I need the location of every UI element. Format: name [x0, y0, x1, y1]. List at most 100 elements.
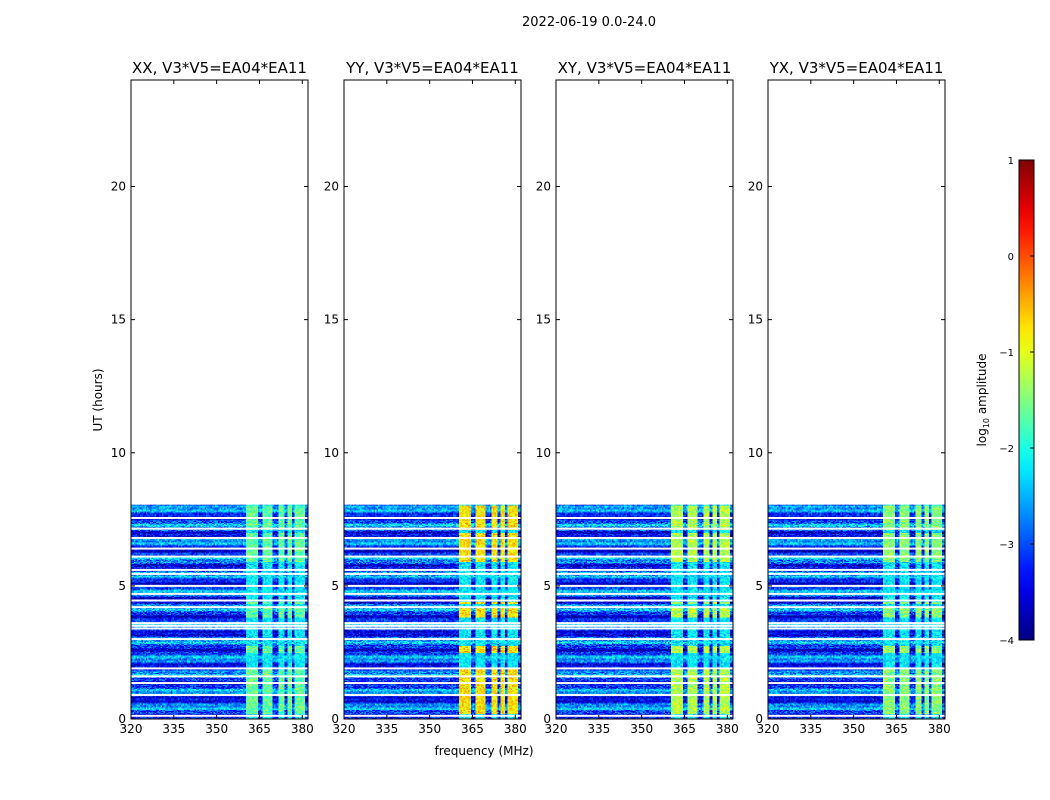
panel-0: XX, V3*V5=EA04*EA11 320 335 350 365 380 0 5 10 15…: [111, 59, 314, 736]
x-tick-label: 320: [333, 722, 356, 736]
flagged-gap: [131, 667, 308, 670]
axes-frame: [555, 79, 734, 720]
flagged-gap: [556, 624, 733, 627]
panel-title: YX, V3*V5=EA04*EA11: [769, 59, 944, 77]
flagged-gap: [768, 624, 945, 627]
flagged-gap: [131, 527, 308, 530]
waterfall-heatmap: [344, 504, 521, 719]
waterfall-heatmap: [556, 504, 733, 719]
x-tick-label: 335: [587, 722, 610, 736]
x-tick-label: 350: [205, 722, 228, 736]
y-tick-label: 10: [324, 446, 339, 460]
flagged-gap: [131, 547, 308, 550]
y-tick-label: 15: [111, 313, 126, 327]
flagged-gap: [556, 516, 733, 519]
flagged-gap: [768, 536, 945, 539]
flagged-gap: [556, 592, 733, 595]
y-tick-label: 0: [755, 712, 763, 726]
flagged-gap: [768, 638, 945, 641]
x-tick-label: 335: [162, 722, 185, 736]
colorbar-label-rest: amplitude: [975, 354, 989, 418]
colorbar-label-sub: 10: [982, 418, 991, 428]
flagged-gap: [344, 624, 521, 627]
y-tick-label: 15: [324, 313, 339, 327]
flagged-gap: [344, 675, 521, 678]
flagged-gap: [556, 675, 733, 678]
colorbar-tick-label: −1: [999, 348, 1014, 359]
flagged-gap: [344, 667, 521, 670]
flagged-gap: [768, 527, 945, 530]
flagged-gap: [768, 584, 945, 587]
flagged-gap: [556, 606, 733, 609]
flagged-gap: [556, 599, 733, 602]
flagged-gap: [768, 675, 945, 678]
flagged-gap: [768, 627, 945, 630]
flagged-gap: [344, 516, 521, 519]
panel-title: XX, V3*V5=EA04*EA11: [132, 59, 307, 77]
y-tick-label: 10: [748, 446, 763, 460]
flagged-gap: [131, 682, 308, 685]
colorbar-tick-label: −2: [999, 444, 1014, 455]
flagged-gap: [344, 606, 521, 609]
colorbar-tick-label: −3: [999, 540, 1014, 551]
y-tick-label: 5: [331, 579, 339, 593]
x-tick-label: 365: [673, 722, 696, 736]
y-tick-label: 15: [536, 313, 551, 327]
waterfall-heatmap: [768, 504, 945, 719]
flagged-gap: [768, 555, 945, 558]
flagged-gap: [131, 627, 308, 630]
x-tick-label: 350: [842, 722, 865, 736]
flagged-gap: [768, 606, 945, 609]
flagged-gap: [344, 682, 521, 685]
flagged-gap: [768, 667, 945, 670]
y-tick-label: 20: [748, 180, 763, 194]
flagged-gap: [344, 555, 521, 558]
y-axis-label: UT (hours): [91, 368, 105, 431]
axes-frame: [767, 79, 946, 720]
flagged-gap: [131, 584, 308, 587]
flagged-gap: [556, 536, 733, 539]
flagged-gap: [768, 694, 945, 697]
flagged-gap: [131, 694, 308, 697]
flagged-gap: [556, 572, 733, 575]
flagged-gap: [344, 638, 521, 641]
y-tick-label: 5: [755, 579, 763, 593]
x-tick-label: 350: [418, 722, 441, 736]
panel-title: YY, V3*V5=EA04*EA11: [345, 59, 519, 77]
panel-title: XY, V3*V5=EA04*EA11: [558, 59, 732, 77]
flagged-gap: [131, 568, 308, 571]
y-tick-label: 20: [324, 180, 339, 194]
flagged-gap: [131, 572, 308, 575]
y-tick-label: 5: [543, 579, 551, 593]
x-tick-label: 365: [248, 722, 271, 736]
y-tick-label: 10: [111, 446, 126, 460]
flagged-gap: [131, 675, 308, 678]
colorbar-tick-label: 1: [1008, 156, 1014, 167]
colorbar-gradient: [1018, 159, 1035, 641]
flagged-gap: [344, 622, 521, 625]
flagged-gap: [344, 592, 521, 595]
x-tick-label: 320: [120, 722, 143, 736]
flagged-gap: [556, 627, 733, 630]
flagged-gap: [131, 624, 308, 627]
flagged-gap: [556, 694, 733, 697]
waterfall-heatmap: [131, 504, 308, 719]
flagged-gap: [344, 714, 521, 717]
flagged-gap: [131, 606, 308, 609]
flagged-gap: [556, 547, 733, 550]
y-tick-label: 0: [543, 712, 551, 726]
x-tick-label: 320: [545, 722, 568, 736]
colorbar: −4 −3 −2 −1 0 1: [999, 156, 1035, 647]
flagged-gap: [556, 714, 733, 717]
flagged-gap: [556, 584, 733, 587]
flagged-gap: [344, 527, 521, 530]
x-tick-label: 380: [716, 722, 739, 736]
x-axis-label: frequency (MHz): [434, 744, 533, 758]
y-tick-label: 20: [111, 180, 126, 194]
flagged-gap: [768, 516, 945, 519]
x-tick-label: 350: [630, 722, 653, 736]
flagged-gap: [768, 568, 945, 571]
flagged-gap: [768, 714, 945, 717]
x-tick-label: 365: [461, 722, 484, 736]
x-tick-label: 380: [291, 722, 314, 736]
